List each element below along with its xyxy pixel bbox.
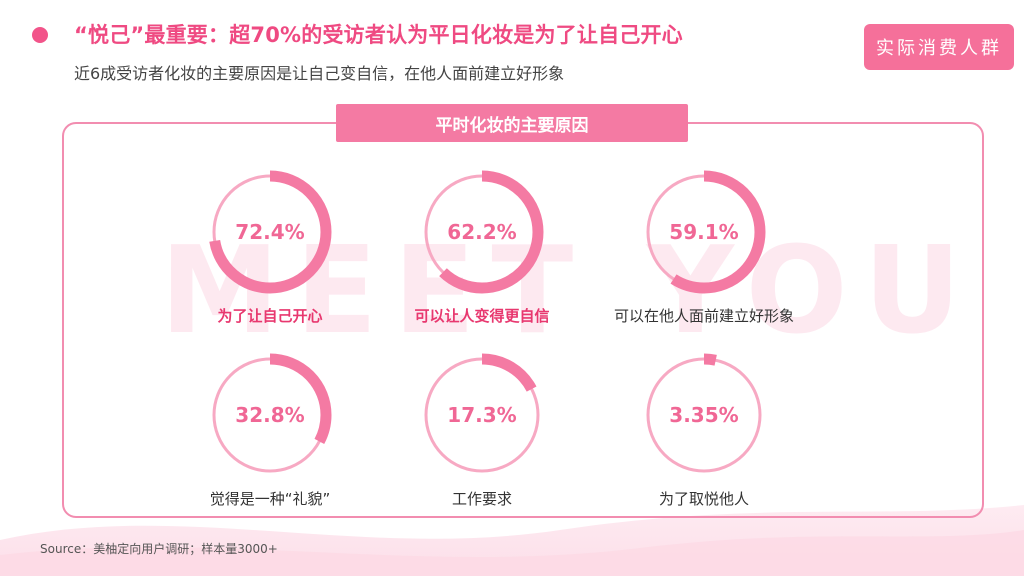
ring-arc (642, 170, 766, 294)
ring-arc (208, 353, 332, 477)
ring-item: 32.8% 觉得是一种“礼貌” (208, 353, 332, 508)
ring-category-label: 为了取悦他人 (659, 490, 749, 508)
ring-arc (642, 353, 766, 477)
ring-category-label: 工作要求 (452, 490, 512, 508)
ring-item: 59.1% 可以在他人面前建立好形象 (614, 170, 794, 325)
brand-badge: 实际消费人群 (864, 24, 1014, 70)
ring-category-label: 觉得是一种“礼貌” (210, 490, 331, 508)
ring-item: 3.35% 为了取悦他人 (642, 353, 766, 508)
ring-category-label: 可以在他人面前建立好形象 (614, 307, 794, 325)
ring-arc (420, 170, 544, 294)
ring-item: 62.2% 可以让人变得更自信 (414, 170, 550, 325)
ring-value-label: 32.8% (235, 403, 304, 427)
ring-arc (420, 353, 544, 477)
ring-category-label: 可以让人变得更自信 (414, 307, 549, 325)
source-note: Source：美柚定向用户调研；样本量3000+ (40, 542, 278, 556)
ring-category-label: 为了让自己开心 (217, 307, 322, 325)
ring-item: 17.3% 工作要求 (420, 353, 544, 508)
page-subtitle: 近6成受访者化妆的主要原因是让自己变自信，在他人面前建立好形象 (74, 64, 565, 83)
watermark-text: MEET YOU (160, 222, 978, 361)
ring-value-label: 17.3% (447, 403, 516, 427)
ring-item: 72.4% 为了让自己开心 (208, 170, 332, 325)
title-bullet-icon (32, 27, 48, 43)
ring-value-label: 3.35% (669, 403, 738, 427)
ring-arc (208, 170, 332, 294)
chart-title: 平时化妆的主要原因 (336, 104, 688, 142)
ring-value-label: 59.1% (669, 220, 738, 244)
ring-value-label: 72.4% (235, 220, 304, 244)
ring-value-label: 62.2% (447, 220, 516, 244)
page-title: “悦己”最重要：超70%的受访者认为平日化妆是为了让自己开心 (74, 23, 683, 47)
